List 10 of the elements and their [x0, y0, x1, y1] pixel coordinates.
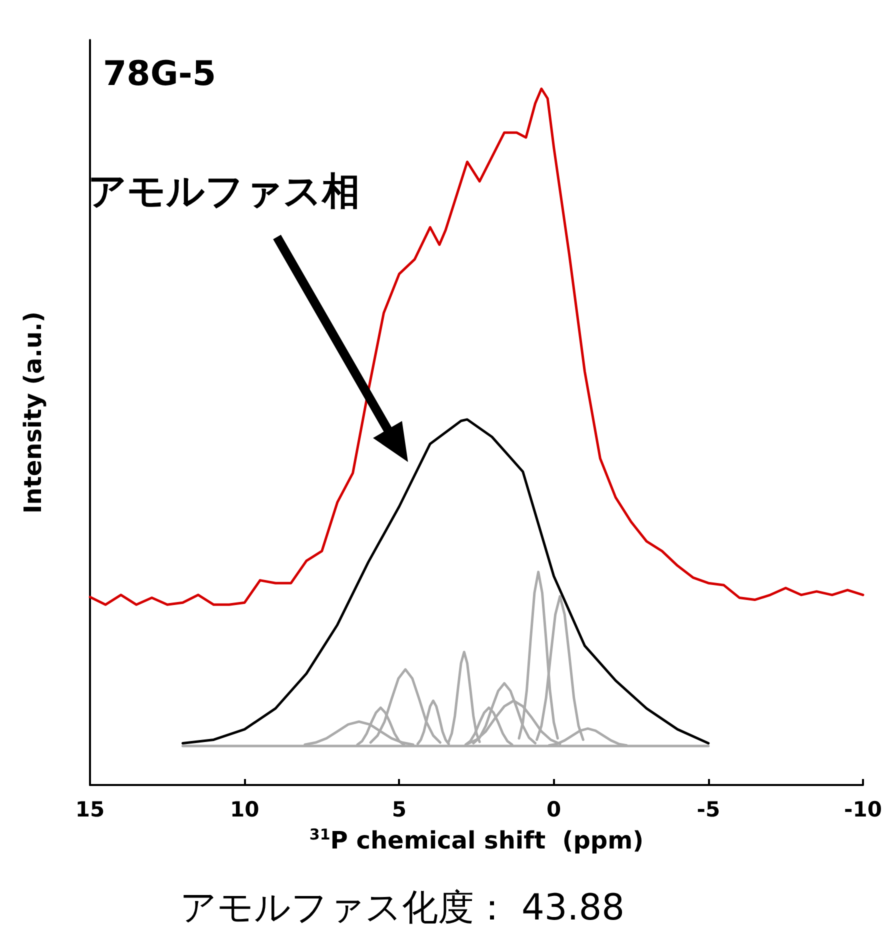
chart-title: 78G-5 [103, 54, 216, 94]
x-tick-label: 5 [392, 798, 407, 822]
text: アモルファス化度： 43.88 [180, 888, 625, 928]
annotation: アモルファス相 [88, 169, 360, 213]
y-axis-title: Intensity (a.u.) [19, 311, 47, 514]
x-tick-label: -5 [696, 798, 720, 822]
x-tick-label: 10 [230, 798, 260, 822]
x-tick-label: 0 [546, 798, 562, 822]
x-tick-label: 15 [75, 798, 105, 822]
x-tick-label: -10 [844, 798, 882, 822]
